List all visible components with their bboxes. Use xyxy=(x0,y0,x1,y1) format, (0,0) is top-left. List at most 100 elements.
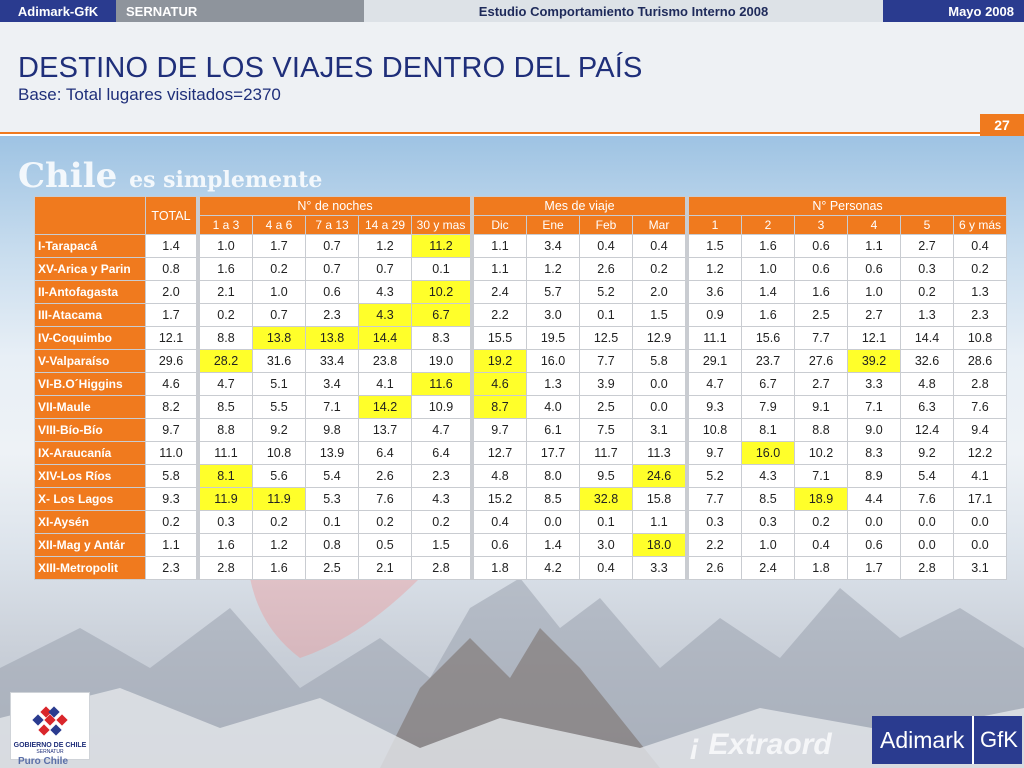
noches-cell: 13.9 xyxy=(306,442,358,464)
mes-cell: 1.1 xyxy=(633,511,685,533)
column-gap xyxy=(197,534,199,556)
personas-cell: 0.4 xyxy=(795,534,847,556)
personas-cell: 3.3 xyxy=(848,373,900,395)
column-gap xyxy=(197,350,199,372)
personas-cell: 7.9 xyxy=(742,396,794,418)
personas-cell: 2.4 xyxy=(742,557,794,579)
noches-col-header: 30 y mas xyxy=(412,216,470,234)
column-gap xyxy=(686,557,688,579)
region-label: V-Valparaíso xyxy=(35,350,145,372)
personas-cell: 8.8 xyxy=(795,419,847,441)
personas-cell: 15.6 xyxy=(742,327,794,349)
mes-cell: 5.2 xyxy=(580,281,632,303)
mes-cell: 5.7 xyxy=(527,281,579,303)
mes-cell: 0.0 xyxy=(633,373,685,395)
column-gap xyxy=(686,235,688,257)
personas-cell: 0.2 xyxy=(795,511,847,533)
noches-cell: 2.8 xyxy=(200,557,252,579)
total-cell: 9.7 xyxy=(146,419,196,441)
mes-col-header: Mar xyxy=(633,216,685,234)
total-cell: 29.6 xyxy=(146,350,196,372)
column-gap xyxy=(686,350,688,372)
column-gap xyxy=(471,534,473,556)
table-group-header-row: TOTAL N° de noches Mes de viaje N° Perso… xyxy=(35,197,1006,234)
mes-cell: 4.2 xyxy=(527,557,579,579)
personas-cell: 0.6 xyxy=(848,534,900,556)
table-row: VI-B.O´Higgins 4.6 4.7 5.1 3.4 4.1 11.6 4.6 1.3 3… xyxy=(35,373,1006,395)
noches-cell: 10.9 xyxy=(412,396,470,418)
noches-cell: 8.1 xyxy=(200,465,252,487)
column-gap xyxy=(471,396,473,418)
mes-cell: 8.0 xyxy=(527,465,579,487)
noches-cell: 4.3 xyxy=(359,281,411,303)
column-gap xyxy=(686,396,688,418)
noches-cell: 5.5 xyxy=(253,396,305,418)
noches-cell: 6.7 xyxy=(412,304,470,326)
noches-cell: 23.8 xyxy=(359,350,411,372)
noches-cell: 5.4 xyxy=(306,465,358,487)
mes-group-header: Mes de viaje xyxy=(474,197,685,215)
personas-cell: 1.1 xyxy=(848,235,900,257)
personas-cell: 2.8 xyxy=(901,557,953,579)
mes-cell: 12.7 xyxy=(474,442,526,464)
personas-cell: 4.4 xyxy=(848,488,900,510)
noches-cell: 5.3 xyxy=(306,488,358,510)
personas-cell: 14.4 xyxy=(901,327,953,349)
personas-cell: 0.6 xyxy=(795,258,847,280)
personas-cell: 16.0 xyxy=(742,442,794,464)
mes-cell: 4.0 xyxy=(527,396,579,418)
personas-cell: 0.0 xyxy=(954,511,1006,533)
personas-cell: 10.2 xyxy=(795,442,847,464)
noches-cell: 1.0 xyxy=(200,235,252,257)
noches-cell: 1.2 xyxy=(253,534,305,556)
noches-cell: 13.8 xyxy=(253,327,305,349)
column-gap xyxy=(471,197,473,234)
gfk-logo-text: GfK xyxy=(972,716,1018,764)
noches-cell: 11.6 xyxy=(412,373,470,395)
region-label: VI-B.O´Higgins xyxy=(35,373,145,395)
column-gap xyxy=(471,442,473,464)
noches-cell: 14.4 xyxy=(359,327,411,349)
column-gap xyxy=(686,442,688,464)
personas-cell: 0.3 xyxy=(901,258,953,280)
puro-chile-text: Puro Chile xyxy=(18,756,69,767)
personas-cell: 5.2 xyxy=(689,465,741,487)
total-cell: 0.8 xyxy=(146,258,196,280)
mes-cell: 2.0 xyxy=(633,281,685,303)
personas-cell: 0.2 xyxy=(901,281,953,303)
mes-cell: 8.7 xyxy=(474,396,526,418)
personas-cell: 4.3 xyxy=(742,465,794,487)
mes-cell: 0.4 xyxy=(580,235,632,257)
total-cell: 5.8 xyxy=(146,465,196,487)
mes-col-header: Dic xyxy=(474,216,526,234)
column-gap xyxy=(197,373,199,395)
noches-cell: 0.8 xyxy=(306,534,358,556)
personas-cell: 1.3 xyxy=(954,281,1006,303)
noches-cell: 4.3 xyxy=(412,488,470,510)
column-gap xyxy=(471,488,473,510)
personas-col-header: 4 xyxy=(848,216,900,234)
noches-cell: 11.9 xyxy=(200,488,252,510)
noches-cell: 5.1 xyxy=(253,373,305,395)
personas-cell: 9.3 xyxy=(689,396,741,418)
mes-cell: 12.9 xyxy=(633,327,685,349)
title-area: DESTINO DE LOS VIAJES DENTRO DEL PAÍS Ba… xyxy=(0,22,1024,134)
mes-cell: 2.5 xyxy=(580,396,632,418)
personas-col-header: 1 xyxy=(689,216,741,234)
column-gap xyxy=(197,442,199,464)
total-cell: 8.2 xyxy=(146,396,196,418)
mes-cell: 1.8 xyxy=(474,557,526,579)
noches-cell: 10.2 xyxy=(412,281,470,303)
personas-cell: 7.6 xyxy=(901,488,953,510)
mes-cell: 0.1 xyxy=(580,511,632,533)
noches-cell: 0.6 xyxy=(306,281,358,303)
personas-col-header: 6 y más xyxy=(954,216,1006,234)
personas-cell: 28.6 xyxy=(954,350,1006,372)
mes-cell: 18.0 xyxy=(633,534,685,556)
noches-cell: 0.7 xyxy=(306,235,358,257)
personas-cell: 7.7 xyxy=(689,488,741,510)
column-gap xyxy=(197,465,199,487)
background-slogan: Chile es simplemente xyxy=(18,156,322,196)
personas-cell: 10.8 xyxy=(954,327,1006,349)
noches-cell: 0.7 xyxy=(306,258,358,280)
